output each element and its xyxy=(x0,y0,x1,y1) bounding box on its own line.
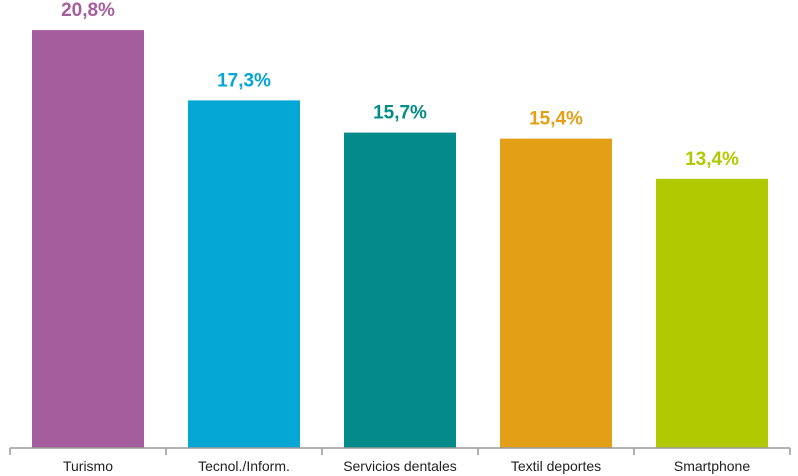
bar-tecnol-inform xyxy=(188,100,300,449)
value-labels-group: 20,8% 17,3% 15,7% 15,4% 13,4% xyxy=(61,0,739,170)
tick-label-turismo: Turismo xyxy=(63,458,113,474)
x-axis-tick-labels: Turismo Tecnol./Inform. Servicios dentales… xyxy=(63,458,750,474)
bar-turismo xyxy=(32,30,144,448)
tick-label-smartphone: Smartphone xyxy=(674,458,750,474)
value-label-smartphone: 13,4% xyxy=(685,149,739,170)
tick-label-textil-deportes: Textil deportes xyxy=(511,458,601,474)
bar-smartphone xyxy=(656,178,768,449)
value-label-textil-deportes: 15,4% xyxy=(529,109,583,130)
tick-label-tecnol-inform: Tecnol./Inform. xyxy=(198,458,290,474)
value-label-tecnol-inform: 17,3% xyxy=(217,70,271,91)
x-axis-ticks xyxy=(9,448,791,455)
tick-label-servicios-dentales: Servicios dentales xyxy=(343,458,457,474)
bars-group xyxy=(32,30,768,449)
bar-servicios-dentales xyxy=(344,132,456,448)
bar-textil-deportes xyxy=(500,138,612,448)
value-label-servicios-dentales: 15,7% xyxy=(373,103,427,124)
value-label-turismo: 20,8% xyxy=(61,0,115,21)
